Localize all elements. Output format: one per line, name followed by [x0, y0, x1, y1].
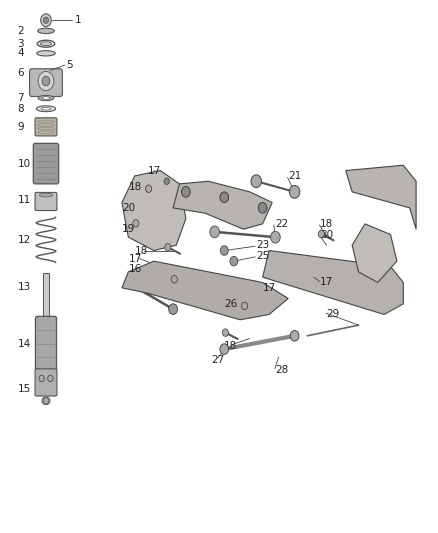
Circle shape	[165, 244, 171, 251]
Text: 2: 2	[18, 26, 24, 36]
Circle shape	[230, 256, 238, 266]
Text: 25: 25	[256, 251, 269, 261]
FancyBboxPatch shape	[35, 192, 57, 211]
Polygon shape	[346, 165, 416, 229]
Text: 5: 5	[66, 60, 72, 70]
Circle shape	[220, 246, 228, 255]
Text: 9: 9	[18, 122, 24, 132]
Text: 16: 16	[128, 264, 141, 274]
Text: 7: 7	[18, 93, 24, 103]
Text: 30: 30	[320, 230, 333, 239]
Circle shape	[220, 192, 229, 203]
Text: 21: 21	[288, 171, 301, 181]
Text: 28: 28	[276, 366, 289, 375]
Circle shape	[145, 185, 152, 192]
Text: 17: 17	[263, 283, 276, 293]
Circle shape	[290, 330, 299, 341]
Polygon shape	[352, 224, 397, 282]
Circle shape	[318, 230, 325, 238]
Text: 18: 18	[135, 246, 148, 255]
Ellipse shape	[39, 193, 53, 197]
Text: 14: 14	[18, 339, 31, 349]
Text: 26: 26	[224, 299, 237, 309]
Circle shape	[171, 276, 177, 283]
Text: 6: 6	[18, 68, 24, 78]
FancyBboxPatch shape	[33, 143, 59, 184]
Circle shape	[34, 69, 40, 77]
Circle shape	[43, 17, 49, 23]
Circle shape	[210, 226, 219, 238]
Text: 3: 3	[18, 39, 24, 49]
Circle shape	[220, 344, 229, 354]
FancyBboxPatch shape	[43, 273, 49, 316]
Ellipse shape	[37, 51, 55, 56]
Circle shape	[223, 329, 229, 336]
Text: 13: 13	[18, 282, 31, 292]
Text: 23: 23	[256, 240, 269, 250]
Circle shape	[38, 71, 54, 91]
Text: 1: 1	[74, 15, 81, 25]
Circle shape	[41, 14, 51, 27]
Ellipse shape	[41, 108, 51, 110]
Circle shape	[169, 304, 177, 314]
Ellipse shape	[36, 106, 56, 112]
FancyBboxPatch shape	[35, 118, 57, 136]
Text: 4: 4	[18, 49, 24, 58]
Text: 17: 17	[148, 166, 161, 175]
Circle shape	[42, 76, 50, 86]
Circle shape	[43, 398, 49, 404]
Circle shape	[271, 231, 280, 243]
Ellipse shape	[38, 28, 54, 34]
Circle shape	[290, 185, 300, 198]
Polygon shape	[263, 251, 403, 314]
Ellipse shape	[40, 42, 52, 45]
Text: 19: 19	[122, 224, 135, 234]
Text: 12: 12	[18, 235, 31, 245]
Circle shape	[258, 203, 267, 213]
Text: 18: 18	[224, 342, 237, 351]
Text: 27: 27	[212, 355, 225, 365]
FancyBboxPatch shape	[29, 69, 62, 96]
Polygon shape	[173, 181, 272, 229]
Circle shape	[241, 302, 247, 310]
Text: 18: 18	[128, 182, 141, 191]
Polygon shape	[122, 171, 186, 251]
Circle shape	[133, 220, 139, 227]
Text: 22: 22	[276, 219, 289, 229]
Polygon shape	[122, 261, 288, 320]
Text: 17: 17	[128, 254, 141, 263]
FancyBboxPatch shape	[35, 317, 57, 371]
Text: 17: 17	[320, 278, 333, 287]
Ellipse shape	[42, 97, 50, 100]
Ellipse shape	[30, 79, 62, 86]
Ellipse shape	[38, 95, 54, 101]
FancyBboxPatch shape	[35, 369, 57, 396]
Text: 15: 15	[18, 384, 31, 394]
Circle shape	[164, 178, 170, 184]
Text: 18: 18	[320, 219, 333, 229]
Text: 29: 29	[327, 310, 340, 319]
Text: 10: 10	[18, 159, 31, 168]
Circle shape	[251, 175, 261, 188]
Circle shape	[181, 187, 190, 197]
Text: 11: 11	[18, 196, 31, 205]
Text: 20: 20	[122, 203, 135, 213]
Text: 8: 8	[18, 104, 24, 114]
